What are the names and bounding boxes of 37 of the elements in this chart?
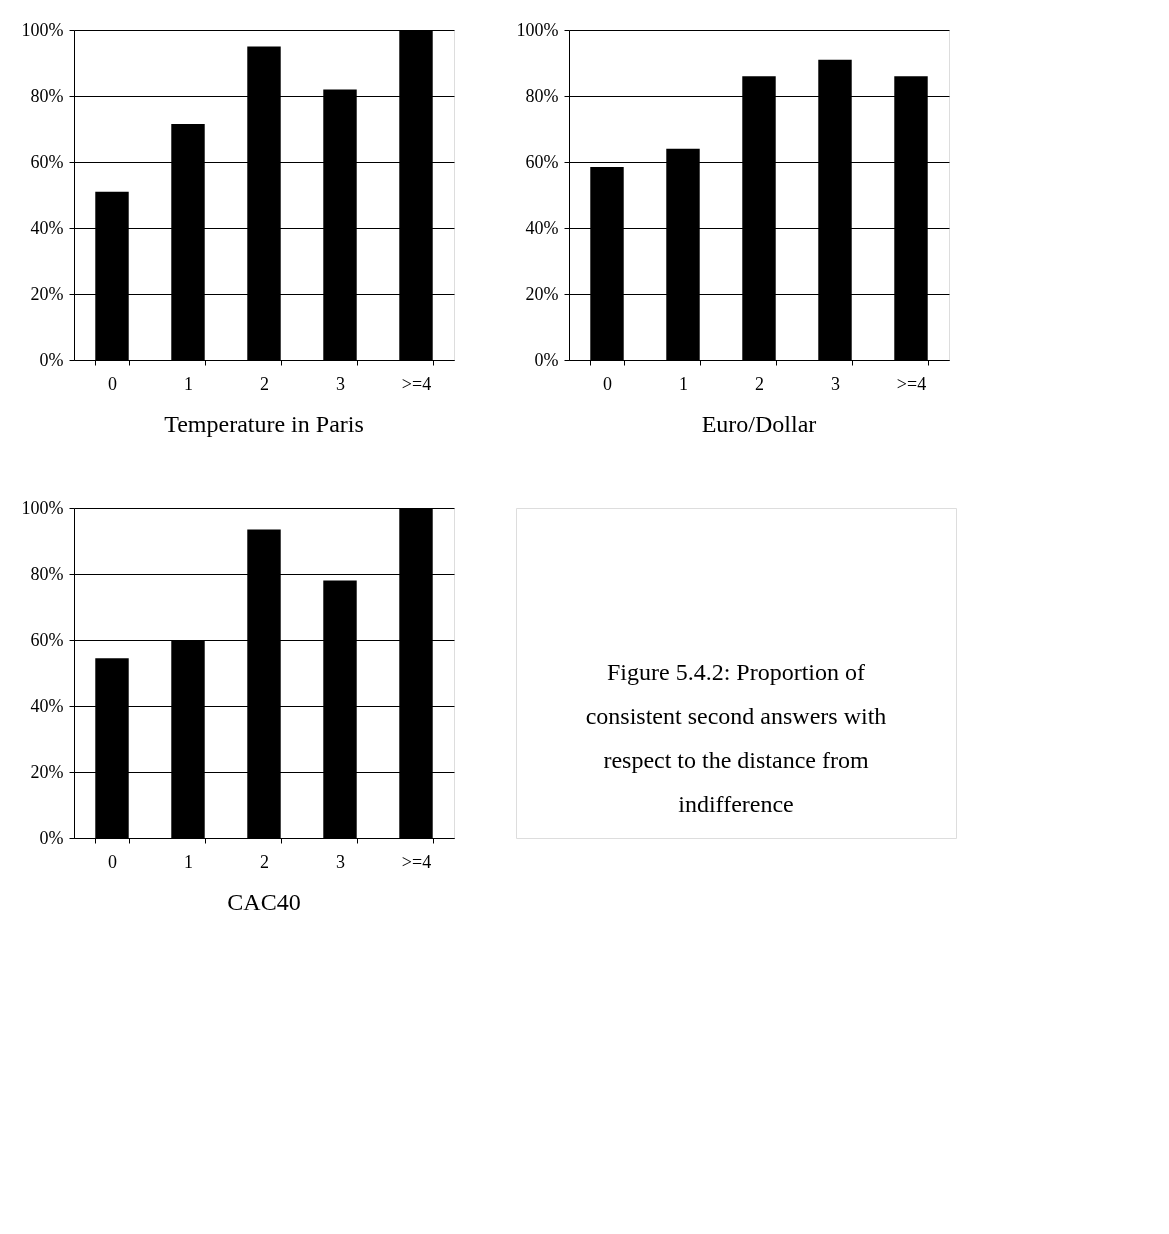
y-tick-label: 100% bbox=[516, 19, 559, 40]
caption: Figure 5.4.2: Proportion of consistent second answers with respect to the distance from indifference bbox=[585, 659, 887, 817]
y-tick-label: 100% bbox=[21, 19, 64, 40]
y-tick-label: 20% bbox=[30, 761, 64, 782]
x-tick-label: >=4 bbox=[401, 373, 432, 394]
y-tick-label: 60% bbox=[525, 151, 559, 172]
x-tick-label: 0 bbox=[603, 373, 612, 394]
x-tick-label: 2 bbox=[755, 373, 764, 394]
y-tick-label: 80% bbox=[30, 85, 64, 106]
text: Euro/Dollar bbox=[701, 411, 817, 437]
x-tick-label: 1 bbox=[184, 373, 193, 394]
y-tick-label: 60% bbox=[30, 151, 64, 172]
x-tick-label: 3 bbox=[336, 373, 345, 394]
x-tick-label: 1 bbox=[679, 373, 688, 394]
y-tick-label: 80% bbox=[30, 563, 64, 584]
y-tick-label: 100% bbox=[21, 497, 64, 518]
y-tick-label: 60% bbox=[30, 629, 64, 650]
y-tick-label: 0% bbox=[534, 349, 559, 370]
x-tick-label: 3 bbox=[336, 851, 345, 872]
x-tick-label: 0 bbox=[108, 373, 117, 394]
x-tick-label: 0 bbox=[108, 851, 117, 872]
text: Temperature in Paris bbox=[164, 411, 364, 437]
y-tick-label: 0% bbox=[39, 827, 64, 848]
x-tick-label: 2 bbox=[260, 851, 269, 872]
x-tick-label: 2 bbox=[260, 373, 269, 394]
text: CAC40 bbox=[227, 889, 301, 915]
x-tick-label: >=4 bbox=[401, 851, 432, 872]
x-tick-label: 1 bbox=[184, 851, 193, 872]
y-tick-label: 20% bbox=[525, 283, 559, 304]
y-tick-label: 20% bbox=[30, 283, 64, 304]
y-tick-label: 40% bbox=[30, 695, 64, 716]
y-tick-label: 40% bbox=[525, 217, 559, 238]
x-tick-label: >=4 bbox=[896, 373, 927, 394]
y-tick-label: 0% bbox=[39, 349, 64, 370]
y-tick-label: 80% bbox=[525, 85, 559, 106]
y-tick-label: 40% bbox=[30, 217, 64, 238]
x-tick-label: 3 bbox=[831, 373, 840, 394]
